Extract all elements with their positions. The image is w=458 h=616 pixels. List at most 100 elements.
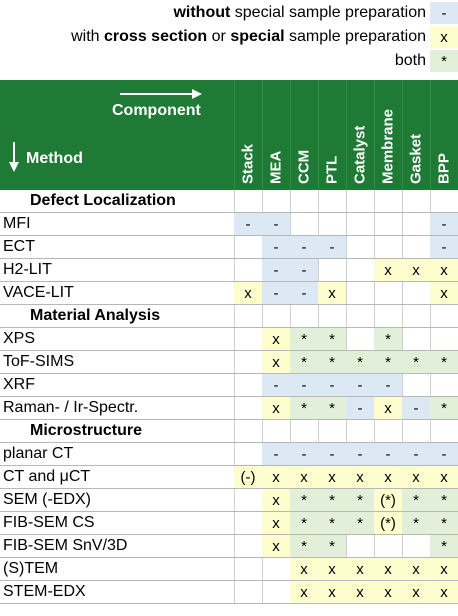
cell-ccm: x	[290, 581, 318, 603]
cell-bpp: -	[430, 443, 458, 465]
cell-ccm: *	[290, 397, 318, 419]
cell-stack	[234, 328, 262, 350]
cell-ccm: -	[290, 443, 318, 465]
legend-item: both *	[395, 50, 458, 72]
method-name: ToF-SIMS	[3, 353, 75, 370]
cell-gasket	[402, 236, 430, 258]
cell-bpp: *	[430, 489, 458, 511]
cell-mea: x	[262, 351, 290, 373]
table-row: SEM (-EDX) x * * * (*) * *	[0, 489, 458, 512]
method-name: XRF	[3, 376, 35, 393]
cell-ccm: x	[290, 558, 318, 580]
cell-bpp: *	[430, 351, 458, 373]
method-name: FIB-SEM CS	[3, 514, 95, 531]
legend-label: with cross section or special sample pre…	[71, 28, 426, 45]
table-row: CT and μCT (-) x x x x x x x	[0, 466, 458, 489]
column-header-ccm: CCM	[295, 149, 313, 184]
cell-stack	[234, 489, 262, 511]
table-row: MFI - - -	[0, 213, 458, 236]
column-header-membrane: Membrane	[379, 108, 397, 184]
cell-catalyst	[346, 282, 374, 304]
cell-gasket: x	[402, 259, 430, 281]
cell-gasket	[402, 282, 430, 304]
cell-mea	[262, 581, 290, 603]
cell-mea: x	[262, 328, 290, 350]
cell-mea: x	[262, 397, 290, 419]
cell-bpp: x	[430, 466, 458, 488]
cell-bpp	[430, 328, 458, 350]
cell-mea	[262, 558, 290, 580]
column-header-ptl: PTL	[323, 155, 341, 184]
cell-gasket	[402, 374, 430, 396]
cell-gasket: -	[402, 443, 430, 465]
section-header-row: Microstructure	[0, 420, 458, 443]
table-row: Raman- / Ir-Spectr. x * * - x - *	[0, 397, 458, 420]
right-arrow-icon	[120, 89, 202, 99]
cell-catalyst	[346, 259, 374, 281]
cell-ptl	[318, 213, 346, 235]
table-row: FIB-SEM CS x * * * (*) * *	[0, 512, 458, 535]
cell-membrane: x	[374, 466, 402, 488]
cell-ccm: *	[290, 351, 318, 373]
cell-bpp: *	[430, 397, 458, 419]
cell-stack	[234, 236, 262, 258]
cell-ccm: *	[290, 512, 318, 534]
table-row: H2-LIT - - x x x	[0, 259, 458, 282]
column-header-gasket: Gasket	[407, 133, 425, 184]
method-name: ECT	[3, 238, 35, 255]
cell-catalyst: -	[346, 374, 374, 396]
method-name: (S)TEM	[3, 560, 59, 577]
cell-membrane: (*)	[374, 512, 402, 534]
section-title: Microstructure	[30, 422, 143, 439]
method-name: FIB-SEM SnV/3D	[3, 537, 128, 554]
cell-membrane: *	[374, 351, 402, 373]
table-row: XRF - - - - -	[0, 374, 458, 397]
cell-catalyst	[346, 328, 374, 350]
cell-stack	[234, 443, 262, 465]
legend-swatch: x	[430, 26, 458, 48]
cell-ptl: *	[318, 351, 346, 373]
cell-gasket: -	[402, 397, 430, 419]
cell-gasket: *	[402, 512, 430, 534]
method-name: STEM-EDX	[3, 583, 86, 600]
cell-mea: -	[262, 213, 290, 235]
cell-ccm: x	[290, 466, 318, 488]
cell-ptl: *	[318, 535, 346, 557]
section-title: Defect Localization	[30, 192, 176, 209]
cell-ptl: *	[318, 397, 346, 419]
cell-bpp: -	[430, 213, 458, 235]
cell-gasket	[402, 328, 430, 350]
cell-stack: -	[234, 213, 262, 235]
cell-ptl: x	[318, 581, 346, 603]
table-row: ToF-SIMS x * * * * * *	[0, 351, 458, 374]
cell-stack	[234, 558, 262, 580]
cell-ccm: -	[290, 236, 318, 258]
method-name: CT and μCT	[3, 468, 91, 485]
cell-stack	[234, 512, 262, 534]
cell-membrane: x	[374, 259, 402, 281]
cell-membrane: x	[374, 558, 402, 580]
cell-ccm: *	[290, 535, 318, 557]
cell-bpp: x	[430, 581, 458, 603]
cell-ptl: x	[318, 558, 346, 580]
cell-ptl: *	[318, 328, 346, 350]
cell-ccm: *	[290, 489, 318, 511]
cell-catalyst: -	[346, 443, 374, 465]
legend-item: with cross section or special sample pre…	[71, 26, 458, 48]
method-name: VACE-LIT	[3, 284, 74, 301]
cell-gasket	[402, 535, 430, 557]
cell-ptl: -	[318, 236, 346, 258]
column-header-stack: Stack	[239, 143, 257, 184]
cell-catalyst: *	[346, 351, 374, 373]
cell-ccm: -	[290, 374, 318, 396]
method-name: SEM (-EDX)	[3, 491, 91, 508]
cell-mea: -	[262, 282, 290, 304]
cell-mea: x	[262, 512, 290, 534]
column-header-mea: MEA	[267, 150, 285, 184]
cell-stack	[234, 351, 262, 373]
cell-catalyst: *	[346, 512, 374, 534]
cell-membrane	[374, 236, 402, 258]
cell-bpp: -	[430, 236, 458, 258]
cell-catalyst: x	[346, 558, 374, 580]
cell-mea: -	[262, 374, 290, 396]
